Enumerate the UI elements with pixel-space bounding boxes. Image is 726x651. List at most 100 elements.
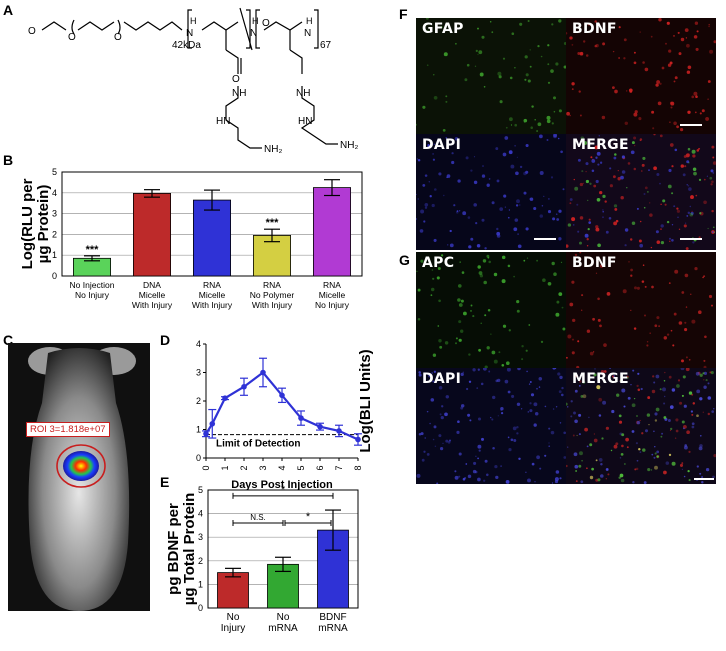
cell-spot: [639, 243, 644, 248]
cell-spot: [630, 309, 632, 312]
cell-spot: [527, 19, 530, 23]
cell-spot: [669, 143, 674, 147]
cell-spot: [432, 380, 435, 383]
svg-text:O: O: [232, 74, 240, 85]
x-tick-label: 0: [201, 465, 211, 470]
svg-text:NH₂: NH₂: [264, 144, 282, 155]
cell-spot: [686, 430, 690, 435]
cell-spot: [692, 241, 695, 244]
significance-label: ***: [86, 244, 100, 256]
cell-spot: [511, 394, 515, 398]
y-tick-label: 4: [196, 339, 201, 349]
cell-spot: [459, 261, 461, 263]
cell-spot: [534, 480, 536, 483]
cell-spot: [684, 165, 687, 168]
apc-label: APC: [422, 255, 455, 271]
cell-spot: [685, 306, 688, 308]
cell-spot: [458, 210, 461, 212]
cell-spot: [497, 415, 499, 417]
significance-label: *: [306, 511, 311, 523]
cell-spot: [492, 395, 496, 400]
cell-spot: [599, 161, 603, 164]
cell-spot: [511, 32, 515, 35]
cell-spot: [676, 384, 680, 388]
cell-spot: [682, 173, 686, 177]
y-tick-label: 5: [198, 485, 203, 495]
cell-spot: [554, 479, 559, 484]
cell-spot: [540, 55, 543, 58]
cell-spot: [578, 433, 581, 436]
cell-spot: [468, 245, 472, 249]
cell-spot: [708, 23, 710, 26]
cell-spot: [653, 134, 656, 136]
cell-spot: [707, 396, 712, 400]
cell-spot: [445, 100, 448, 103]
cell-spot: [703, 178, 706, 181]
cell-spot: [491, 418, 494, 421]
cell-spot: [670, 329, 673, 332]
cell-spot: [695, 95, 698, 98]
cell-spot: [683, 224, 687, 228]
cell-spot: [562, 188, 565, 191]
cell-spot: [650, 246, 653, 249]
cell-spot: [653, 456, 656, 459]
y-tick-label: 5: [52, 167, 57, 177]
x-tick-label: No Injury: [315, 300, 350, 310]
cell-spot: [634, 144, 636, 147]
cell-spot: [584, 427, 588, 432]
panel-g-microscopy-grid: APC BDNF DAPI MERGE: [416, 252, 716, 484]
cell-spot: [663, 402, 666, 405]
cell-spot: [612, 86, 615, 89]
svg-text:NH: NH: [296, 88, 310, 99]
cell-spot: [442, 129, 446, 132]
cell-spot: [594, 20, 597, 23]
cell-spot: [667, 419, 671, 422]
y-tick-label: 1: [198, 579, 203, 589]
cell-spot: [455, 342, 457, 345]
cell-spot: [416, 217, 418, 221]
cell-spot: [417, 158, 421, 162]
cell-spot: [482, 259, 487, 263]
x-tick-label: 6: [315, 465, 325, 470]
cell-spot: [467, 474, 472, 479]
data-point: [209, 421, 216, 427]
cell-spot: [613, 204, 618, 208]
cell-spot: [508, 209, 511, 211]
cell-spot: [655, 83, 659, 87]
cell-spot: [623, 38, 627, 42]
cell-spot: [536, 387, 538, 390]
cell-spot: [660, 240, 665, 245]
cell-spot: [473, 203, 477, 207]
svg-text:O: O: [262, 18, 270, 29]
cell-spot: [681, 462, 684, 465]
x-tick-label: 1: [220, 465, 230, 470]
cell-spot: [586, 199, 589, 202]
cell-spot: [694, 266, 698, 271]
cell-spot: [667, 184, 672, 189]
cell-spot: [691, 425, 695, 429]
y-tick-label: 0: [198, 603, 203, 613]
cell-spot: [523, 191, 527, 195]
cell-spot: [669, 429, 672, 432]
cell-spot: [531, 105, 534, 108]
cell-spot: [644, 429, 649, 433]
cell-spot: [571, 351, 575, 355]
cell-spot: [548, 442, 550, 444]
cell-spot: [703, 385, 707, 389]
cell-spot: [474, 470, 478, 474]
cell-spot: [562, 327, 566, 331]
cell-spot: [681, 394, 684, 397]
cell-spot: [433, 95, 438, 100]
x-tick-label: 2: [239, 465, 249, 470]
cell-spot: [486, 254, 490, 258]
cell-spot: [619, 379, 624, 383]
cell-spot: [433, 238, 437, 242]
cell-spot: [702, 276, 704, 279]
y-tick-label: 4: [52, 188, 57, 198]
cell-spot: [581, 294, 584, 297]
cell-spot: [638, 117, 642, 121]
cell-spot: [566, 406, 569, 408]
cell-spot: [663, 380, 666, 382]
cell-spot: [699, 397, 703, 401]
cell-spot: [695, 194, 698, 197]
